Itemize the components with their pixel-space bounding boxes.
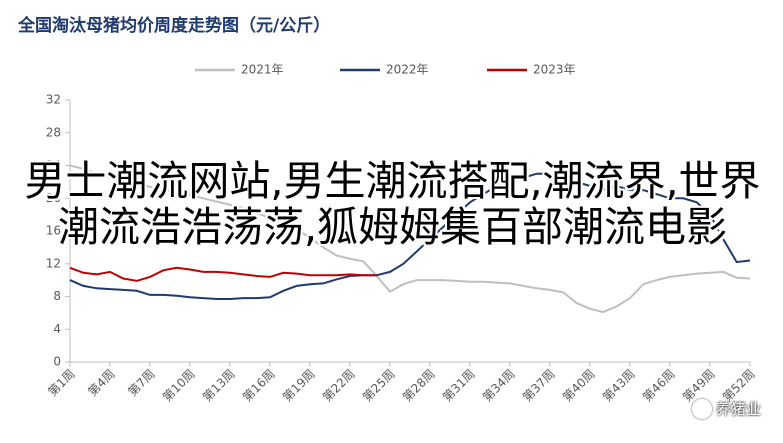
watermark-icon — [691, 398, 712, 419]
y-tick-label: 12 — [46, 256, 61, 270]
x-tick-label: 第25周 — [360, 367, 398, 405]
x-tick-label: 第10周 — [160, 367, 198, 405]
series-line — [69, 164, 751, 314]
x-tick-label: 第40周 — [560, 367, 598, 405]
legend-label: 2022年 — [386, 63, 429, 77]
y-tick-label: 20 — [46, 191, 61, 205]
series-line — [69, 266, 377, 282]
x-tick-label: 第13周 — [200, 367, 238, 405]
x-tick-label: 第43周 — [600, 367, 638, 405]
overlay-text: 男士潮流网站,男生潮流搭配,潮流界,世界潮流浩浩荡荡,狐姆姆集百部潮流电影 — [24, 157, 761, 251]
x-tick-label: 第31周 — [440, 367, 478, 405]
x-tick-label: 第16周 — [240, 367, 278, 405]
y-tick-label: 4 — [53, 322, 61, 336]
x-tick-label: 第1周 — [45, 367, 77, 399]
y-tick-label: 0 — [53, 355, 61, 369]
series-line — [69, 172, 751, 300]
x-tick-label: 第28周 — [400, 367, 438, 405]
y-tick-label: 32 — [46, 93, 61, 107]
watermark-text: 养猪业 — [715, 400, 761, 418]
x-tick-label: 第34周 — [480, 367, 518, 405]
x-tick-label: 第7周 — [125, 367, 157, 399]
x-tick-label: 第37周 — [520, 367, 558, 405]
x-tick-label: 第22周 — [320, 367, 358, 405]
chart-title: 全国淘汰母猪均价周度走势图（元/公斤） — [17, 15, 330, 36]
legend-label: 2021年 — [241, 63, 284, 77]
x-tick-label: 第19周 — [280, 367, 318, 405]
watermark: 养猪业 — [691, 398, 761, 419]
legend-label: 2023年 — [533, 63, 576, 77]
y-tick-label: 24 — [46, 158, 61, 172]
x-tick-label: 第46周 — [640, 367, 678, 405]
y-tick-label: 16 — [46, 224, 61, 238]
y-tick-label: 8 — [53, 289, 61, 303]
y-tick-label: 28 — [46, 125, 61, 139]
x-tick-label: 第4周 — [85, 367, 117, 399]
